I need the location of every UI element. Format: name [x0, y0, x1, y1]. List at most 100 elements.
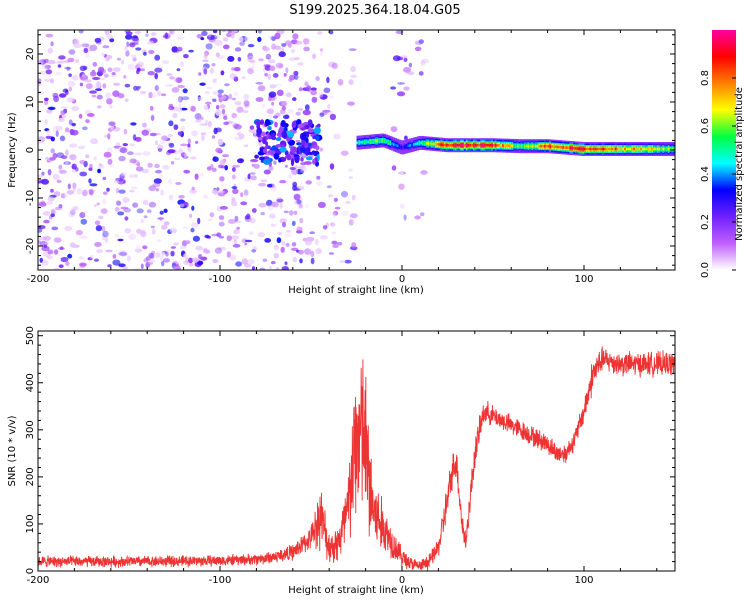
spectrogram-noise-speck-2-7 [400, 55, 408, 59]
spectrogram-ridge-cell-4-144 [664, 147, 667, 151]
spectrogram-noise-speck-0-11 [94, 220, 101, 226]
spectrogram-noise-speck-2-6 [397, 82, 405, 85]
spectrogram-noise-speck-0-219 [294, 57, 300, 61]
spectrogram-noise-speck-0-934 [100, 208, 108, 215]
spectrogram-ridge-cell-4-126 [631, 147, 634, 151]
spectrogram-noise-speck-0-833 [183, 253, 188, 260]
spectrogram-noise-speck-0-41 [67, 81, 76, 87]
spectrogram-ridge-cell-4-68 [525, 144, 529, 148]
spectrogram-noise-speck-0-914 [174, 157, 180, 161]
spectrogram-noise-speck-0-497 [236, 106, 244, 113]
spectrogram-blob-speck-135 [279, 146, 287, 153]
spectrogram-noise-speck-0-104 [218, 246, 227, 251]
spectrogram-noise-speck-0-769 [47, 196, 55, 202]
spectrogram-noise-speck-0-176 [298, 203, 303, 209]
spectrogram-ridge-cell-4-115 [611, 147, 614, 151]
spectrogram-ridge-cell-4-43 [480, 143, 483, 147]
spectrogram-ridge-cell-4-2 [405, 145, 408, 148]
spectrogram-noise-speck-0-30 [234, 101, 242, 106]
spectrogram-noise-speck-0-198 [122, 179, 126, 184]
spectrogram-ridge-cell-4--12 [380, 139, 383, 142]
spectrogram-noise-speck-0-871 [200, 37, 205, 41]
spectrogram-noise-speck-0-332 [146, 209, 152, 214]
spectrogram-noise-speck-0-353 [293, 193, 301, 201]
spectrogram-noise-speck-0-573 [98, 77, 106, 81]
spectrogram-noise-speck-0-557 [114, 206, 120, 212]
spectrogram-blob-speck-104 [256, 127, 262, 136]
spectrogram-noise-speck-0-797 [299, 169, 307, 173]
spectrogram-noise-speck-0-25 [122, 143, 128, 147]
spectrogram-noise-speck-0-684 [188, 257, 194, 264]
spectrogram-noise-speck-0-200 [53, 249, 59, 255]
spectrogram-noise-speck-0-349 [289, 167, 296, 170]
spectrogram-noise-speck-0-645 [111, 72, 116, 76]
spectrogram-noise-speck-0-306 [124, 228, 131, 234]
spectrogram-noise-speck-0-778 [53, 237, 62, 243]
spectrogram-ridge-cell-4-21 [440, 143, 443, 146]
spectrogram-noise-speck-0-802 [132, 134, 137, 141]
spectrogram-noise-speck-1-34 [340, 150, 349, 156]
spectrogram-noise-speck-0-675 [211, 233, 220, 237]
spectrogram-ridge-cell-4-40 [474, 143, 478, 147]
spectrogram-blob-speck-106 [290, 158, 295, 167]
spectrogram-noise-speck-0-588 [185, 257, 189, 264]
spectrogram-noise-speck-2-3 [400, 203, 405, 209]
spectrogram-noise-speck-2-11 [408, 62, 413, 68]
spectrogram-noise-speck-3-8 [420, 60, 426, 66]
spectrogram-ridge-cell-4--3 [396, 144, 399, 148]
spectrogram-ridge-cell-4-90 [565, 146, 569, 149]
spectrogram-ridge-cell-4-87 [560, 145, 563, 149]
spectrogram-noise-speck-0-863 [212, 78, 217, 83]
spectrogram-noise-speck-0-478 [180, 143, 188, 147]
spectrogram-noise-speck-0-858 [128, 233, 136, 240]
spectrogram-ridge-layer [356, 133, 675, 156]
spectrogram-noise-speck-1-49 [310, 250, 315, 258]
spectrogram-ridge-cell-4-20 [438, 143, 441, 146]
spectrogram-noise-speck-0-61 [85, 52, 90, 59]
spectrogram-ridge-cell-4-148 [671, 147, 674, 151]
spectrogram-noise-speck-0-17 [290, 48, 296, 54]
spectrogram-ridge-cell-4-137 [651, 147, 654, 151]
spectrogram-ridge-cell-4-131 [640, 147, 643, 151]
spectrogram-noise-speck-0-254 [118, 263, 126, 268]
spectrogram-noise-speck-0-398 [134, 152, 143, 156]
spectrogram-noise-speck-0-549 [162, 258, 170, 263]
spectrogram-noise-speck-0-805 [292, 97, 297, 102]
spectrogram-noise-speck-0-341 [197, 217, 201, 225]
spectrogram-ridge-cell-4-51 [494, 144, 498, 147]
spectrogram-noise-speck-0-891 [302, 109, 311, 116]
spectrogram-noise-speck-0-758 [53, 267, 60, 270]
spectrogram-ridge-cell-4-44 [482, 143, 485, 147]
spectrogram-noise-speck-0-568 [224, 165, 228, 171]
spectrogram-noise-speck-0-191 [240, 158, 244, 162]
spectrogram-noise-speck-1-53 [319, 52, 323, 56]
spectrogram-noise-speck-0-893 [79, 65, 87, 72]
spectrogram-noise-speck-0-37 [294, 199, 303, 206]
spectrogram-noise-speck-0-274 [299, 217, 304, 224]
spectrogram-noise-speck-1-25 [331, 62, 338, 70]
spectrogram-noise-speck-0-301 [268, 165, 274, 171]
spectrogram-noise-speck-0-529 [78, 256, 85, 260]
spectrogram-ridge-cell-4-56 [503, 144, 507, 147]
spectrogram-noise-speck-0-700 [203, 68, 208, 75]
spectrogram-noise-speck-0-523 [173, 242, 179, 246]
spectrogram-noise-speck-0-289 [47, 255, 53, 260]
spectrogram-ridge-cell-4-24 [445, 143, 448, 147]
spectrogram-noise-speck-0-297 [115, 142, 121, 146]
spectrogram-ridge-cell-4-124 [627, 147, 630, 151]
spectrogram-y-axis-label: Frequency (Hz) [7, 112, 18, 188]
spectrogram-ridge-cell-4-72 [533, 144, 536, 148]
spectrogram-noise-speck-2-9 [403, 86, 410, 91]
spectrogram-ridge-cell-4-81 [549, 145, 552, 148]
spectrogram-noise-speck-0-763 [178, 148, 183, 153]
spectrogram-noise-speck-0-246 [72, 206, 79, 211]
spectrogram-noise-speck-0-40 [258, 202, 267, 208]
spectrogram-noise-speck-0-638 [147, 40, 155, 45]
spectrogram-blob-speck-122 [315, 135, 320, 141]
spectrogram-noise-speck-0-585 [196, 260, 204, 266]
spectrogram-ridge-cell-4-73 [534, 144, 538, 148]
spectrogram-noise-speck-0-458 [79, 74, 89, 81]
spectrogram-noise-speck-0-565 [102, 176, 107, 181]
spectrogram-ridge-cell-4-80 [547, 144, 550, 148]
spectrogram-noise-speck-0-378 [47, 169, 52, 176]
